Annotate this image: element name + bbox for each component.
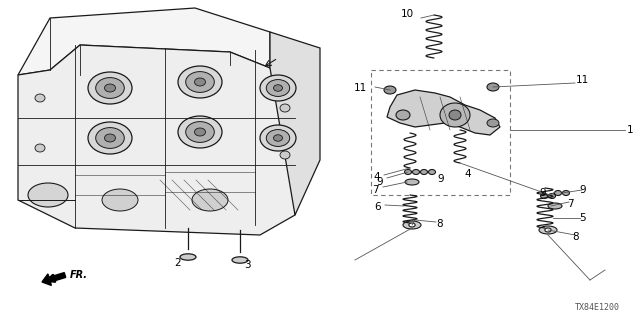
Ellipse shape xyxy=(35,144,45,152)
Ellipse shape xyxy=(180,254,196,260)
Ellipse shape xyxy=(35,94,45,102)
Text: 9: 9 xyxy=(580,185,586,195)
Ellipse shape xyxy=(232,257,248,263)
Ellipse shape xyxy=(420,170,428,174)
Text: 8: 8 xyxy=(436,219,444,229)
Ellipse shape xyxy=(440,103,470,127)
Bar xyxy=(371,70,510,195)
Ellipse shape xyxy=(539,226,557,234)
Ellipse shape xyxy=(280,151,290,159)
Ellipse shape xyxy=(260,125,296,151)
Text: 6: 6 xyxy=(374,202,381,212)
Text: 7: 7 xyxy=(372,185,378,195)
Ellipse shape xyxy=(273,135,282,141)
Text: 4: 4 xyxy=(374,172,380,182)
Ellipse shape xyxy=(405,179,419,185)
Ellipse shape xyxy=(266,130,290,147)
Ellipse shape xyxy=(487,83,499,91)
Ellipse shape xyxy=(396,110,410,120)
Text: 9: 9 xyxy=(377,177,383,187)
Ellipse shape xyxy=(186,72,214,92)
Text: 8: 8 xyxy=(573,232,579,242)
Ellipse shape xyxy=(487,119,499,127)
Ellipse shape xyxy=(35,186,45,194)
Ellipse shape xyxy=(563,190,570,196)
Ellipse shape xyxy=(88,122,132,154)
Ellipse shape xyxy=(260,75,296,101)
Ellipse shape xyxy=(28,183,68,207)
Polygon shape xyxy=(18,45,295,235)
Ellipse shape xyxy=(545,228,551,232)
Ellipse shape xyxy=(554,190,561,196)
Ellipse shape xyxy=(195,78,205,86)
Ellipse shape xyxy=(273,85,282,91)
Ellipse shape xyxy=(548,194,556,198)
Text: FR.: FR. xyxy=(70,270,88,280)
Ellipse shape xyxy=(429,170,435,174)
Ellipse shape xyxy=(96,77,124,99)
Ellipse shape xyxy=(413,170,419,174)
Text: 7: 7 xyxy=(566,199,573,209)
Text: TX84E1200: TX84E1200 xyxy=(575,303,620,312)
Text: 1: 1 xyxy=(627,125,634,135)
Ellipse shape xyxy=(266,80,290,96)
Text: 9: 9 xyxy=(540,188,547,198)
Text: 3: 3 xyxy=(244,260,250,270)
Polygon shape xyxy=(387,90,500,135)
Text: 9: 9 xyxy=(438,174,444,184)
Polygon shape xyxy=(18,8,270,75)
Ellipse shape xyxy=(192,189,228,211)
Ellipse shape xyxy=(104,84,115,92)
Ellipse shape xyxy=(404,170,412,174)
Ellipse shape xyxy=(88,72,132,104)
Ellipse shape xyxy=(178,116,222,148)
Text: 10: 10 xyxy=(401,9,413,19)
Ellipse shape xyxy=(102,189,138,211)
Ellipse shape xyxy=(195,128,205,136)
Ellipse shape xyxy=(403,221,421,229)
Ellipse shape xyxy=(96,128,124,148)
FancyArrow shape xyxy=(42,273,66,285)
Ellipse shape xyxy=(548,203,562,209)
Ellipse shape xyxy=(104,134,115,142)
Polygon shape xyxy=(270,32,320,215)
Ellipse shape xyxy=(541,194,547,198)
Ellipse shape xyxy=(186,122,214,142)
Text: 11: 11 xyxy=(575,75,589,85)
Ellipse shape xyxy=(384,86,396,94)
Ellipse shape xyxy=(178,66,222,98)
Text: 2: 2 xyxy=(175,258,181,268)
Ellipse shape xyxy=(409,223,415,227)
Text: 11: 11 xyxy=(353,83,367,93)
Text: 5: 5 xyxy=(579,213,586,223)
Ellipse shape xyxy=(449,110,461,120)
Ellipse shape xyxy=(280,104,290,112)
Text: 4: 4 xyxy=(465,169,471,179)
